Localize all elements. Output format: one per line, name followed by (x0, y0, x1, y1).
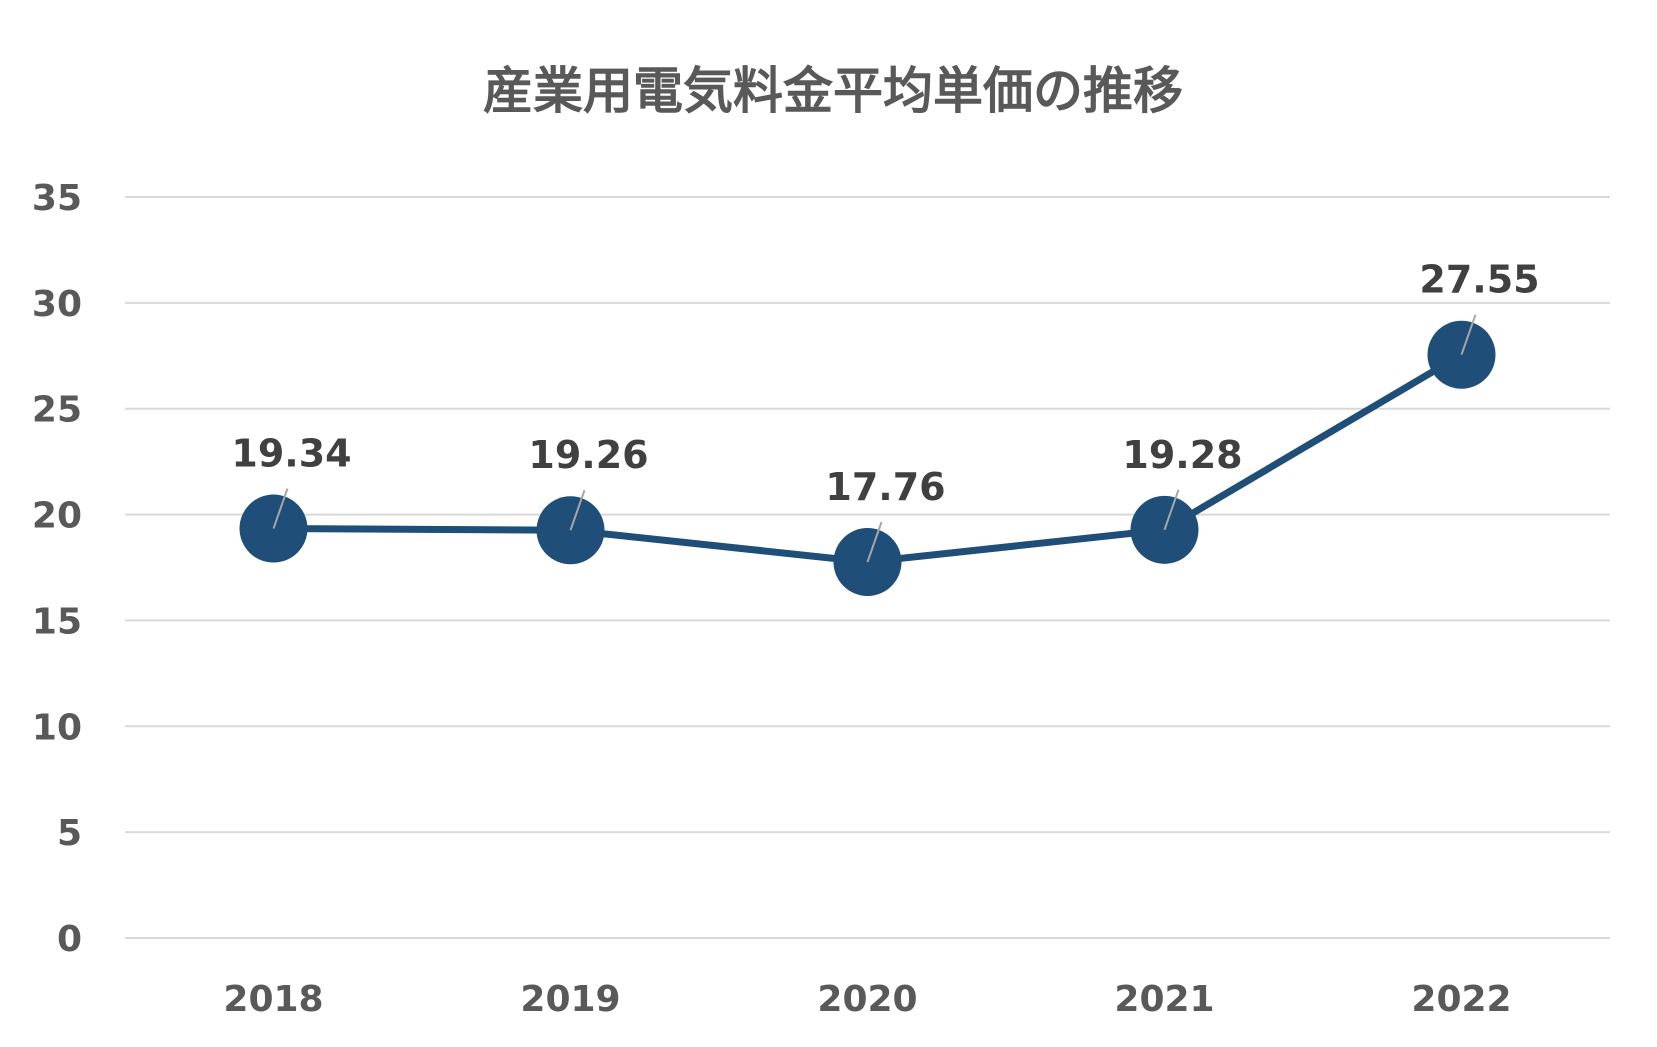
x-axis-ticks: 2018 2019 2020 2021 2022 (223, 979, 1511, 1020)
x-tick-label: 2022 (1411, 979, 1511, 1020)
x-tick-label: 2020 (817, 979, 917, 1020)
data-labels: 19.34 19.26 17.76 19.28 27.55 (231, 258, 1539, 509)
y-axis-ticks: 0 5 10 15 20 25 30 35 (32, 178, 82, 960)
data-label-leader (272, 488, 289, 529)
data-label: 27.55 (1419, 258, 1539, 302)
chart-title: 産業用電気料金平均単価の推移 (483, 62, 1183, 120)
y-tick-label: 0 (57, 919, 82, 960)
data-label: 17.76 (825, 465, 945, 509)
gridlines (125, 196, 1610, 939)
x-tick-label: 2019 (520, 979, 620, 1020)
y-tick-label: 5 (57, 813, 82, 854)
data-label: 19.26 (528, 433, 648, 477)
y-tick-label: 20 (32, 496, 82, 537)
y-tick-label: 15 (32, 601, 82, 642)
x-tick-label: 2021 (1114, 979, 1214, 1020)
data-label-leader (569, 489, 586, 531)
y-tick-label: 35 (32, 178, 82, 219)
data-label-leader (1460, 314, 1477, 356)
y-tick-label: 30 (32, 284, 82, 325)
y-tick-label: 25 (32, 390, 82, 431)
data-label-leader (866, 521, 883, 563)
data-label: 19.34 (231, 432, 351, 476)
data-label-leader (1163, 489, 1180, 531)
data-label: 19.28 (1122, 433, 1242, 477)
data-points (239, 314, 1496, 596)
y-tick-label: 10 (32, 707, 82, 748)
x-tick-label: 2018 (223, 979, 323, 1020)
